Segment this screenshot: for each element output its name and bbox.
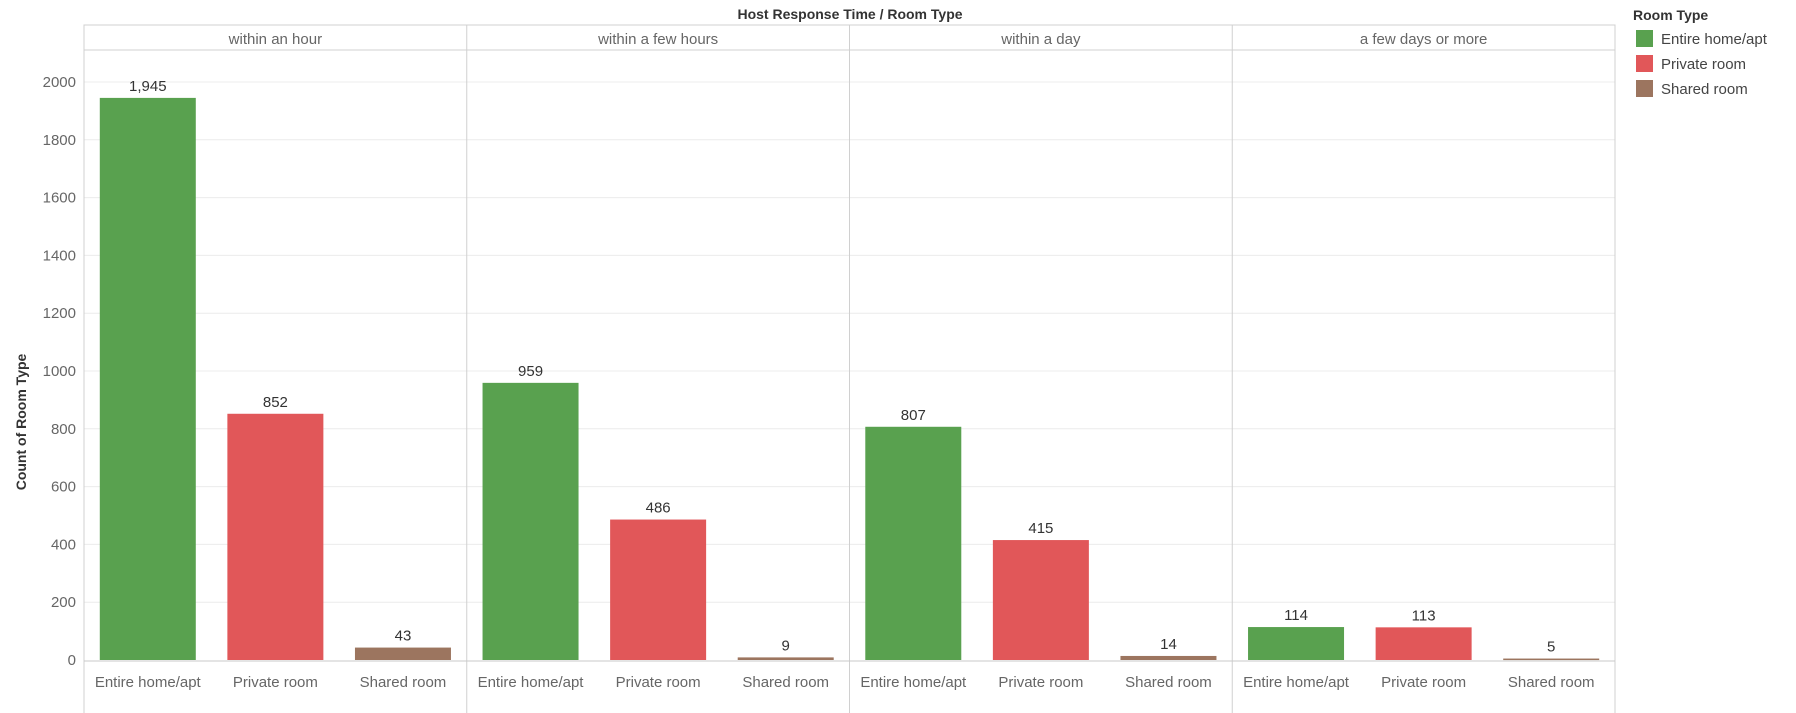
bar [99,97,196,660]
bar [1248,627,1345,660]
bar-value-label: 959 [518,363,543,380]
y-tick-label: 800 [51,421,76,438]
y-tick-label: 200 [51,594,76,611]
legend-label: Entire home/apt [1661,31,1768,48]
bar [1503,658,1600,661]
y-tick-label: 1800 [43,132,76,149]
y-tick-label: 1600 [43,190,76,207]
bar [1120,655,1217,660]
x-category-label: Shared room [360,674,447,691]
bar [992,540,1089,660]
x-category-label: Private room [998,674,1083,691]
x-category-label: Private room [233,674,318,691]
bar-value-label: 113 [1412,607,1436,624]
bar [865,426,962,660]
x-category-label: Shared room [742,674,829,691]
y-tick-label: 1400 [43,247,76,264]
chart-title: Host Response Time / Room Type [737,6,962,22]
panel-frames [83,24,1616,713]
panel-headers: within an hour within a few hours within a… [228,31,1488,48]
bar [1375,627,1472,660]
bar-value-label: 807 [901,407,926,424]
legend: Entire home/apt Private room Shared room [1636,30,1768,98]
bar [737,657,834,660]
y-tick-label: 1000 [43,363,76,380]
y-axis-label: Count of Room Type [13,353,29,490]
bar-value-label: 114 [1284,607,1308,624]
x-category-label: Shared room [1508,674,1595,691]
x-category-label: Entire home/apt [1243,674,1350,691]
y-tick-label: 600 [51,479,76,496]
x-category-label: Private room [1381,674,1466,691]
bar-value-label: 1,945 [129,78,167,95]
legend-label: Private room [1661,56,1746,73]
y-tick-label: 1200 [43,305,76,322]
bar [610,519,707,660]
x-category-label: Shared room [1125,674,1212,691]
x-category-label: Entire home/apt [860,674,967,691]
y-tick-label: 400 [51,536,76,553]
bar [227,413,324,660]
legend-title: Room Type [1633,7,1708,23]
legend-label: Shared room [1661,81,1748,98]
panel-header-label: within a day [1000,31,1081,48]
x-category-label: Private room [616,674,701,691]
y-tick-label: 0 [68,652,76,669]
legend-swatch [1636,30,1653,47]
panel-header-label: a few days or more [1360,31,1488,48]
x-category-label: Entire home/apt [95,674,202,691]
bar-value-label: 486 [646,500,671,517]
y-axis-ticks: 0 200 400 600 800 1000 1200 1400 1600 1800 2000 [43,74,76,669]
x-category-label: Entire home/apt [478,674,585,691]
bar-value-label: 43 [395,628,412,645]
bar [482,382,579,660]
panel-header-label: within a few hours [597,31,718,48]
bar [354,647,451,660]
legend-swatch [1636,80,1653,97]
bar-value-label: 5 [1547,639,1555,656]
panel-header-label: within an hour [228,31,322,48]
bar-value-label: 852 [263,394,288,411]
bar-value-label: 9 [782,637,790,654]
bars: 1,945 Entire home/apt 852 Private room 43 Sha… [95,78,1600,691]
bar-value-label: 415 [1028,520,1053,537]
legend-swatch [1636,55,1653,72]
y-tick-label: 2000 [43,74,76,91]
bar-value-label: 14 [1160,636,1177,653]
